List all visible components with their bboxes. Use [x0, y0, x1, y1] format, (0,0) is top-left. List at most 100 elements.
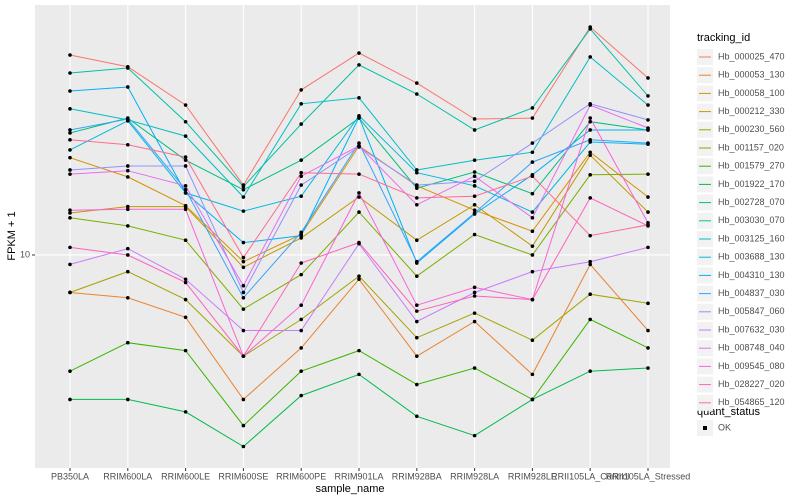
- data-point: [241, 423, 246, 428]
- data-point: [530, 210, 535, 214]
- data-point: [588, 119, 592, 124]
- data-point: [241, 209, 246, 213]
- data-point: [241, 240, 246, 245]
- data-point: [299, 346, 304, 350]
- data-point: [241, 187, 246, 192]
- data-point: [183, 204, 188, 209]
- legend-label: Hb_002728_070: [718, 197, 785, 207]
- data-point: [68, 107, 72, 111]
- data-point: [126, 253, 130, 257]
- x-tick-label: RRIM600SE: [218, 471, 268, 481]
- data-point: [183, 348, 188, 353]
- data-point: [183, 164, 188, 168]
- data-point: [415, 186, 419, 190]
- y-axis-title: FPKM + 1: [6, 211, 18, 260]
- data-point: [646, 126, 650, 130]
- data-point: [472, 117, 477, 121]
- data-point: [472, 194, 477, 199]
- data-point: [530, 297, 535, 302]
- data-point: [68, 131, 72, 135]
- data-point: [126, 246, 130, 251]
- data-point: [183, 297, 188, 302]
- data-point: [472, 179, 477, 184]
- data-point: [646, 346, 650, 350]
- data-point: [126, 168, 130, 173]
- data-point: [415, 274, 419, 278]
- data-point: [183, 184, 188, 188]
- data-point: [646, 76, 650, 80]
- data-point: [183, 315, 188, 320]
- data-point: [472, 285, 477, 290]
- data-point: [68, 148, 72, 152]
- data-point: [299, 122, 304, 126]
- data-point: [299, 233, 304, 238]
- data-point: [68, 216, 72, 220]
- data-point: [415, 309, 419, 313]
- data-point: [415, 92, 419, 96]
- data-point: [588, 262, 592, 267]
- data-point: [241, 354, 246, 358]
- data-point: [357, 195, 361, 199]
- data-point: [357, 274, 361, 278]
- data-point: [646, 328, 650, 333]
- legend-label: Hb_005847_060: [718, 306, 785, 316]
- x-tick-label: RRIM928LA: [450, 471, 499, 481]
- data-point: [241, 184, 246, 189]
- data-point: [126, 207, 130, 212]
- data-point: [530, 229, 535, 234]
- data-point: [299, 102, 304, 106]
- data-point: [530, 338, 535, 342]
- data-point: [183, 207, 188, 212]
- data-point: [646, 141, 650, 145]
- data-point: [68, 53, 72, 57]
- data-point: [530, 253, 535, 257]
- data-point: [415, 196, 419, 200]
- data-point: [299, 158, 304, 162]
- data-point: [472, 311, 477, 315]
- data-point: [68, 290, 72, 295]
- legend-label: Hb_000058_100: [718, 88, 785, 98]
- x-axis-title: sample_name: [315, 483, 384, 495]
- data-point: [472, 294, 477, 298]
- data-point: [126, 269, 130, 274]
- data-point: [530, 174, 535, 179]
- data-point: [357, 144, 361, 148]
- data-point: [646, 172, 650, 176]
- data-point: [530, 150, 535, 155]
- legend-label: Hb_000230_560: [718, 124, 785, 134]
- data-point: [68, 71, 72, 75]
- legend-label: Hb_001157_020: [718, 142, 784, 152]
- legend-label: Hb_000212_330: [718, 106, 785, 116]
- data-point: [472, 170, 477, 174]
- data-point: [472, 184, 477, 188]
- legend-label: Hb_000053_130: [718, 70, 785, 80]
- data-point: [472, 158, 477, 162]
- data-point: [415, 202, 419, 207]
- data-point: [357, 51, 361, 55]
- data-point: [241, 265, 246, 270]
- data-point: [357, 277, 361, 282]
- legend-label: Hb_001922_170: [718, 179, 785, 189]
- data-point: [588, 292, 592, 297]
- data-point: [357, 372, 361, 377]
- data-point: [241, 255, 246, 260]
- data-point: [183, 158, 188, 162]
- data-point: [588, 116, 592, 120]
- x-tick-label: RRIM928LE: [508, 471, 557, 481]
- data-point: [126, 117, 130, 121]
- data-point: [126, 66, 130, 70]
- data-point: [530, 269, 535, 274]
- data-point: [126, 224, 130, 228]
- data-point: [357, 115, 361, 119]
- data-point: [299, 317, 304, 322]
- data-point: [241, 328, 246, 333]
- data-point: [126, 164, 130, 168]
- data-point: [415, 335, 419, 340]
- data-point: [588, 150, 592, 155]
- data-point: [68, 155, 72, 160]
- data-point: [299, 194, 304, 199]
- data-point: [646, 94, 650, 98]
- data-point: [530, 160, 535, 164]
- data-point: [415, 354, 419, 358]
- legend-label: Hb_054865_120: [718, 397, 785, 407]
